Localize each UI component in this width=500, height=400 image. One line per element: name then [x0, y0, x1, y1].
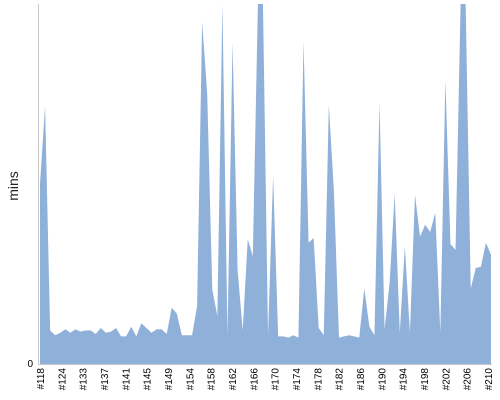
x-tick-label: #137 [100, 368, 111, 391]
x-tick-label: #124 [57, 368, 68, 391]
x-tick-label: #190 [377, 368, 388, 391]
x-tick-label: #198 [420, 368, 431, 391]
y-axis-ticks: 0 [27, 359, 33, 370]
area-series [40, 4, 491, 364]
x-tick-label: #178 [313, 368, 324, 391]
x-tick-label: #174 [292, 368, 303, 391]
x-tick-label: #141 [121, 368, 132, 391]
x-tick-label: #186 [356, 368, 367, 391]
x-tick-label: #154 [185, 368, 196, 391]
x-tick-label: #210 [484, 368, 495, 391]
x-tick-label: #166 [249, 368, 260, 391]
y-axis-title: mins [5, 171, 21, 201]
x-tick-label: #202 [441, 368, 452, 391]
x-tick-label: #194 [399, 368, 410, 391]
x-axis-ticks: #118 #124 #133 #137 #141 #145 #149 #154 #158 #162… [36, 368, 495, 391]
x-tick-label: #149 [164, 368, 175, 391]
x-tick-label: #170 [271, 368, 282, 391]
x-tick-label: #182 [335, 368, 346, 391]
x-tick-label: #133 [79, 368, 90, 391]
x-tick-label: #158 [207, 368, 218, 391]
x-tick-label: #118 [36, 368, 47, 390]
x-tick-label: #206 [463, 368, 474, 391]
plot-area [40, 4, 491, 364]
x-tick-label: #162 [228, 368, 239, 391]
y-tick-label: 0 [27, 359, 33, 370]
x-tick-label: #145 [143, 368, 154, 391]
